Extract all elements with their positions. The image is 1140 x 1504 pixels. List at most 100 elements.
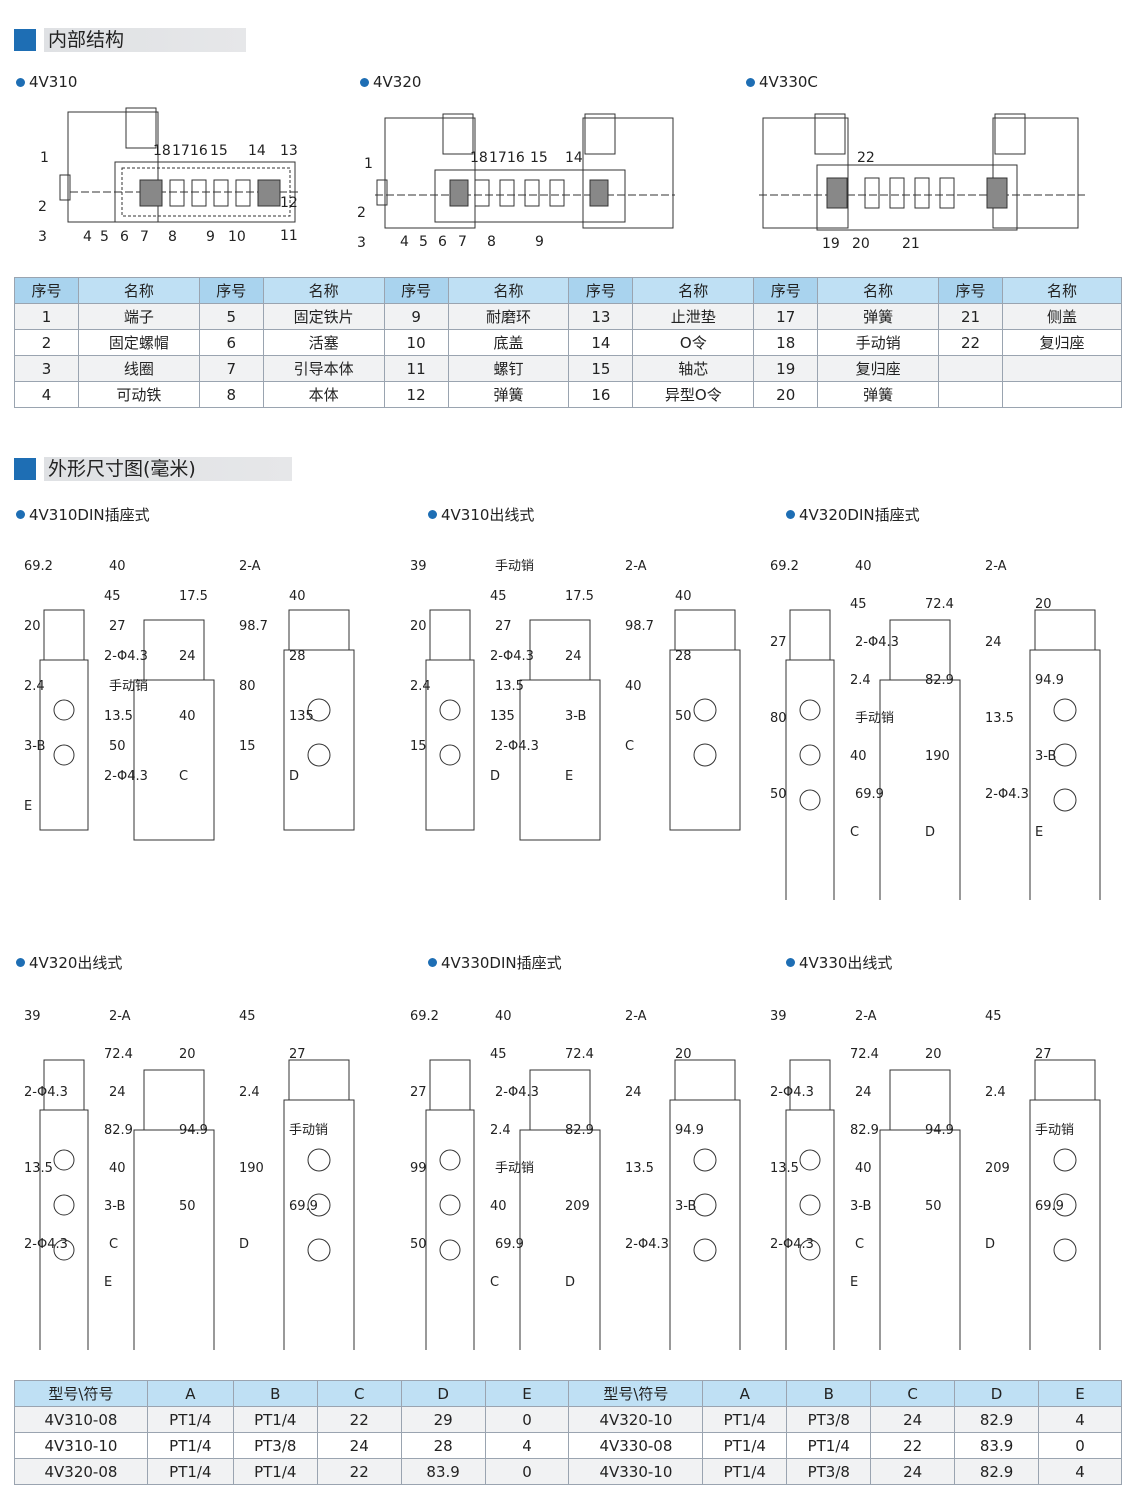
dimension-label: 3-B <box>850 1199 871 1214</box>
outline-shape <box>283 649 355 831</box>
table-cell: 20 <box>753 381 819 408</box>
outline-shape <box>1029 1099 1101 1350</box>
table-header-row: 型号\符号 A B C D E 型号\符号 A B C D E <box>14 1380 1122 1407</box>
dimension-label: 40 <box>850 749 867 764</box>
outline-shape <box>283 1099 355 1350</box>
table-cell <box>1002 381 1122 408</box>
table-cell: 18 <box>753 329 819 356</box>
header-cell: C <box>316 1380 402 1407</box>
table-cell: PT1/4 <box>702 1406 788 1433</box>
dimension-label: E <box>104 1275 112 1290</box>
outline-shape <box>669 649 741 831</box>
port-circle <box>53 699 75 721</box>
dim-label-5: 4V330出线式 <box>786 952 892 973</box>
table-cell <box>938 355 1003 382</box>
header-cell: 序号 <box>938 277 1003 304</box>
table-cell: 4 <box>484 1432 570 1459</box>
table-cell: 4V310-10 <box>14 1432 148 1459</box>
table-cell: 4V330-08 <box>568 1432 704 1459</box>
header-cell: 序号 <box>383 277 449 304</box>
table-cell: O令 <box>632 329 755 356</box>
callout: 3 <box>357 235 366 251</box>
dimension-label: D <box>239 1237 249 1252</box>
callout: 7 <box>140 229 149 245</box>
section-marker-icon <box>14 29 36 51</box>
outline-shape <box>39 1109 89 1350</box>
table-cell: PT1/4 <box>146 1458 234 1485</box>
table-cell: 6 <box>198 329 264 356</box>
dimension-label: 50 <box>770 787 787 802</box>
dimension-label: 2-Φ4.3 <box>495 1085 539 1100</box>
dimension-label: 2-A <box>855 1009 877 1024</box>
dimension-label: 15 <box>410 739 427 754</box>
dimension-label: 40 <box>855 1161 872 1176</box>
outline-shape <box>674 1059 736 1101</box>
dimension-label: 39 <box>410 559 427 574</box>
table-cell: 0 <box>484 1406 570 1433</box>
dimension-label: 27 <box>495 619 512 634</box>
dimension-label: 2-Φ4.3 <box>495 739 539 754</box>
table-cell: 可动铁 <box>77 381 200 408</box>
header-cell: D <box>954 1380 1040 1407</box>
port-circle <box>693 1193 717 1217</box>
table-cell: 22 <box>870 1432 956 1459</box>
callout: 2 <box>357 205 366 221</box>
dimension-label: 2-A <box>625 1009 647 1024</box>
dimension-drawing-4: 69.2 40 2-A 45 72.4 20 27 2-Φ4.3 24 2.4 82.9 94.9 99… <box>410 1009 741 1350</box>
table-cell <box>938 381 1003 408</box>
table-cell: 固定螺帽 <box>77 329 200 356</box>
table-cell: 复归座 <box>1002 329 1122 356</box>
outline-shape <box>785 1109 835 1350</box>
dimension-label: 45 <box>490 589 507 604</box>
callout: 17 <box>172 143 190 159</box>
bullet-icon <box>16 77 25 87</box>
bullet-icon <box>428 958 437 967</box>
table-cell: 21 <box>938 303 1003 330</box>
port-circle <box>1053 1238 1077 1262</box>
header-cell: 名称 <box>632 277 755 304</box>
outline-shape <box>43 609 85 661</box>
port-circle <box>1053 1148 1077 1172</box>
outline-shape <box>519 1129 601 1350</box>
table-cell: 固定铁片 <box>262 303 385 330</box>
dimension-label: E <box>565 769 573 784</box>
table-cell: 83.9 <box>954 1432 1040 1459</box>
dimension-label: 50 <box>109 739 126 754</box>
port-circle <box>693 743 717 767</box>
dimension-label: 2.4 <box>239 1085 260 1100</box>
dimension-label: 2-Φ4.3 <box>770 1085 814 1100</box>
table-cell: 83.9 <box>400 1458 486 1485</box>
callout: 11 <box>280 228 298 244</box>
dimension-drawing-2: 69.2 40 2-A 45 72.4 20 27 2-Φ4.3 24 2.4 82.9 94.9 80… <box>770 559 1101 900</box>
outline-shape <box>889 619 951 681</box>
port-circle <box>799 699 821 721</box>
header-cell: A <box>702 1380 788 1407</box>
section-title-internal: 内部结构 <box>14 28 246 52</box>
dimension-label: 209 <box>565 1199 590 1214</box>
table-cell: 4V310-08 <box>14 1406 148 1433</box>
dimension-label: 24 <box>625 1085 642 1100</box>
port-circle <box>693 1148 717 1172</box>
dimension-label: 40 <box>625 679 642 694</box>
dimension-label: 24 <box>565 649 582 664</box>
port-circle <box>307 1148 331 1172</box>
dimension-label: 20 <box>1035 597 1052 612</box>
table-cell: 4V330-10 <box>568 1458 704 1485</box>
dimension-label: 69.9 <box>855 787 884 802</box>
port-circle <box>799 1149 821 1171</box>
structure-drawing-4v320 <box>375 113 675 229</box>
dimension-label: 82.9 <box>850 1123 879 1138</box>
callout: 4 <box>400 234 409 250</box>
table-cell: 22 <box>938 329 1003 356</box>
header-cell: 序号 <box>753 277 819 304</box>
dimension-label: 24 <box>985 635 1002 650</box>
table-cell: 底盖 <box>447 329 570 356</box>
dimension-label: 13.5 <box>625 1161 654 1176</box>
dimension-label: D <box>490 769 500 784</box>
dimension-label: D <box>565 1275 575 1290</box>
dimension-label: 20 <box>925 1047 942 1062</box>
port-circle <box>693 698 717 722</box>
dimension-label: 27 <box>289 1047 306 1062</box>
table-cell: PT1/4 <box>702 1432 788 1459</box>
port-circle <box>307 1193 331 1217</box>
